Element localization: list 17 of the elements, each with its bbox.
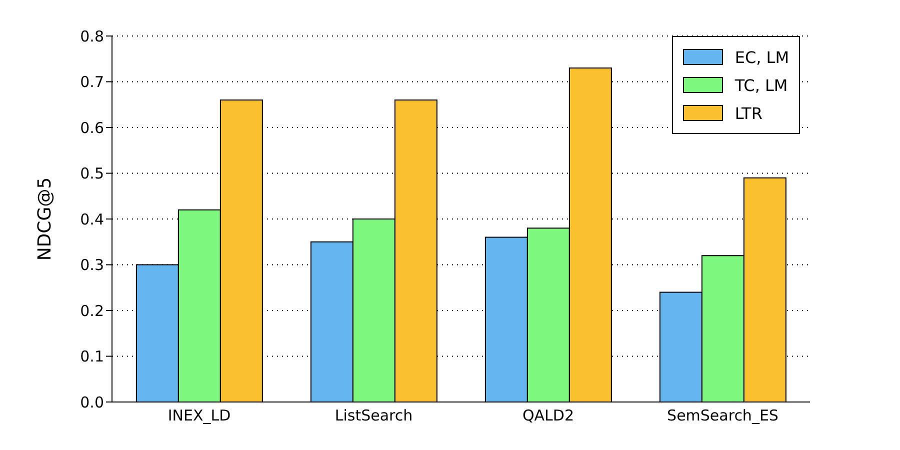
x-tick-label: INEX_LD (168, 406, 231, 425)
y-tick-label: 0.5 (80, 164, 104, 183)
legend-label: TC, LM (734, 76, 788, 94)
y-axis-title: NDCG@5 (34, 177, 56, 261)
legend-label: EC, LM (734, 48, 789, 66)
y-tick-label: 0.1 (80, 348, 104, 366)
y-tick-label: 0.6 (80, 118, 104, 137)
x-tick-label: SemSearch_ES (667, 406, 778, 425)
y-tick-label: 0.4 (80, 210, 104, 228)
y-tick-label: 0.7 (80, 73, 104, 92)
x-tick-label: QALD2 (522, 406, 574, 425)
y-tick-label: 0.0 (80, 393, 104, 412)
legend-label: LTR (734, 104, 762, 122)
y-tick-label: 0.8 (80, 27, 104, 46)
y-tick-label: 0.2 (80, 302, 104, 320)
y-tick-label: 0.3 (80, 256, 104, 274)
x-tick-label: ListSearch (334, 406, 413, 425)
